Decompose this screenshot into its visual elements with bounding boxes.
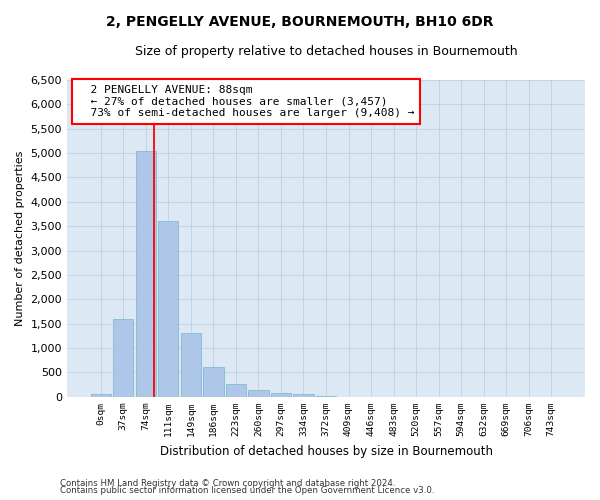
- Bar: [248, 390, 269, 397]
- X-axis label: Distribution of detached houses by size in Bournemouth: Distribution of detached houses by size …: [160, 444, 493, 458]
- Text: 2 PENGELLY AVENUE: 88sqm
  ← 27% of detached houses are smaller (3,457)
  73% of: 2 PENGELLY AVENUE: 88sqm ← 27% of detach…: [77, 85, 415, 118]
- Bar: [113, 319, 133, 397]
- Bar: [181, 334, 201, 397]
- Bar: [271, 393, 291, 397]
- Bar: [293, 394, 314, 397]
- Text: Contains public sector information licensed under the Open Government Licence v3: Contains public sector information licen…: [60, 486, 434, 495]
- Text: 2, PENGELLY AVENUE, BOURNEMOUTH, BH10 6DR: 2, PENGELLY AVENUE, BOURNEMOUTH, BH10 6D…: [106, 15, 494, 29]
- Bar: [226, 384, 246, 397]
- Text: Contains HM Land Registry data © Crown copyright and database right 2024.: Contains HM Land Registry data © Crown c…: [60, 478, 395, 488]
- Title: Size of property relative to detached houses in Bournemouth: Size of property relative to detached ho…: [135, 45, 517, 58]
- Bar: [136, 150, 156, 397]
- Bar: [203, 366, 224, 397]
- Y-axis label: Number of detached properties: Number of detached properties: [15, 150, 25, 326]
- Bar: [91, 394, 111, 397]
- Bar: [158, 222, 178, 397]
